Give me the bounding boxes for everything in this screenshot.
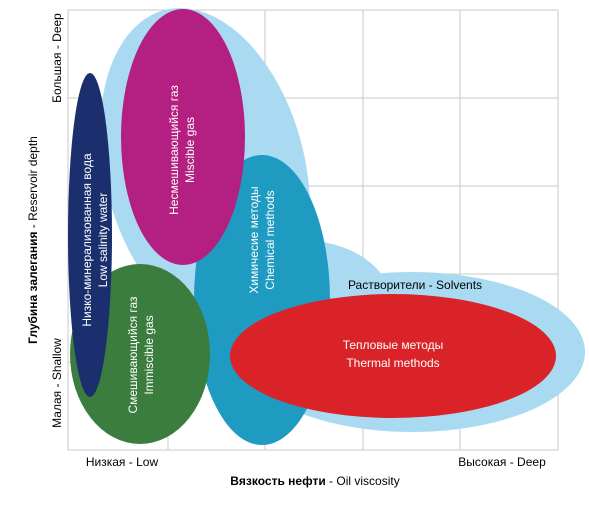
miscible-region (121, 9, 245, 265)
x-low-ru: Низкая (86, 455, 126, 469)
x-high-ru: Высокая (458, 455, 506, 469)
x-high-en: - Deep (510, 455, 546, 469)
immiscible-ru: Смешивающийся газ (126, 296, 140, 414)
y-low-label: Малая - Shallow (50, 338, 64, 428)
x-title-ru: Вязкость нефти (230, 474, 325, 488)
y-low-en: - Shallow (50, 338, 64, 388)
x-axis-title: Вязкость нефти - Oil viscosity (230, 474, 399, 488)
y-low-ru: Малая (50, 391, 64, 428)
x-low-en: - Low (129, 455, 159, 469)
thermal-en: Thermal methods (346, 356, 439, 370)
x-title-en: - Oil viscosity (329, 474, 400, 488)
thermal-region (230, 294, 556, 418)
y-title-en: - Reservoir depth (26, 136, 40, 228)
y-high-ru: Большая (50, 53, 64, 103)
thermal-ru: Тепловые методы (343, 338, 444, 352)
solvents-label: Растворители - Solvents (348, 278, 482, 292)
y-axis-title: Глубина залегания - Reservoir depth (26, 136, 40, 344)
low-salinity-region (68, 73, 112, 397)
immiscible-en: Immiscible gas (142, 315, 156, 394)
miscible-en: Miscible gas (183, 117, 197, 183)
y-high-label: Большая - Deep (50, 13, 64, 103)
low-salinity-en: Low salinity water (96, 193, 110, 288)
chemical-en: Chemical methods (263, 190, 277, 289)
y-high-en: - Deep (50, 13, 64, 49)
miscible-ru: Несмешивающийся газ (167, 85, 181, 215)
chemical-ru: Химичесие методы (247, 186, 261, 293)
x-high-label: Высокая - Deep (458, 455, 546, 469)
x-low-label: Низкая - Low (86, 455, 159, 469)
low-salinity-ru: Низко-минерализованная вода (80, 153, 94, 327)
y-title-ru: Глубина залегания (26, 232, 40, 344)
